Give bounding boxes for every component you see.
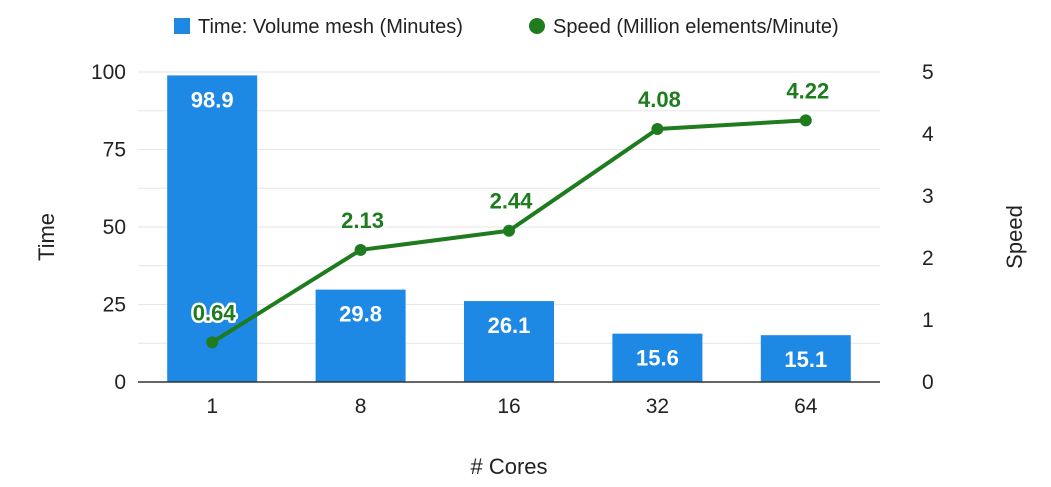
x-tick-label: 1 bbox=[206, 395, 218, 418]
speed-value-label: 2.44 bbox=[490, 189, 534, 214]
bar-value-label: 98.9 bbox=[191, 87, 234, 112]
axes: 0 25 50 75 100 0 1 2 3 4 5 1 8 16 32 64 # Cores Time Speed bbox=[34, 61, 1027, 479]
speed-value-label-halo: 0.64 bbox=[193, 300, 237, 325]
legend-swatch-line bbox=[529, 18, 545, 34]
speed-point bbox=[799, 114, 812, 127]
y-axis-title: Time bbox=[34, 213, 59, 261]
speed-point bbox=[206, 336, 219, 349]
speed-point bbox=[651, 123, 664, 136]
line-series: 0.640.642.132.132.442.444.084.08 4.224.22 bbox=[190, 76, 832, 349]
bar bbox=[464, 301, 554, 382]
x-tick-label: 32 bbox=[646, 395, 669, 418]
speed-value-label-halo: 2.44 bbox=[490, 189, 534, 214]
speed-value-label-halo: 4.08 bbox=[638, 87, 681, 112]
bar-value-label: 26.1 bbox=[488, 313, 531, 338]
x-tick-label: 64 bbox=[794, 395, 818, 418]
bar-value-label: 15.6 bbox=[636, 346, 679, 371]
bar-series: 98.9 29.8 26.1 15.6 15.1 bbox=[167, 75, 851, 382]
bar-value-label: 15.1 bbox=[784, 347, 827, 372]
y2-tick-label: 3 bbox=[922, 185, 934, 208]
legend: Time: Volume mesh (Minutes) Speed (Millio… bbox=[174, 16, 839, 38]
speed-value-label-halo: 4.22 bbox=[786, 78, 829, 103]
x-tick-label: 16 bbox=[497, 395, 520, 418]
y-tick-label: 0 bbox=[114, 371, 126, 394]
speed-value-label: 4.22 bbox=[786, 78, 829, 103]
x-tick-label: 8 bbox=[355, 395, 367, 418]
bar bbox=[760, 335, 851, 382]
gridlines bbox=[138, 71, 880, 344]
y2-tick-label: 4 bbox=[922, 123, 934, 146]
speed-value-label-halo: 2.13 bbox=[341, 208, 384, 233]
y-tick-label: 100 bbox=[91, 61, 126, 84]
bar bbox=[612, 333, 703, 382]
y2-tick-label: 5 bbox=[922, 61, 934, 84]
speed-point bbox=[354, 243, 367, 256]
speed-value-label: 4.08 bbox=[638, 87, 681, 112]
speed-value-label: 0.64 bbox=[193, 300, 237, 325]
legend-label-time: Time: Volume mesh (Minutes) bbox=[198, 16, 463, 38]
speed-value-label: 2.13 bbox=[341, 208, 384, 233]
y-tick-label: 50 bbox=[103, 216, 126, 239]
bar bbox=[167, 75, 258, 382]
legend-label-speed: Speed (Million elements/Minute) bbox=[553, 16, 839, 38]
speed-point bbox=[503, 224, 515, 237]
bar bbox=[315, 289, 406, 382]
y2-axis-title: Speed bbox=[1002, 205, 1027, 269]
y2-tick-label: 0 bbox=[922, 371, 934, 394]
y2-tick-label: 1 bbox=[922, 309, 934, 332]
legend-swatch-bar bbox=[174, 18, 190, 34]
y2-tick-label: 2 bbox=[922, 247, 934, 270]
y-tick-label: 75 bbox=[103, 139, 126, 162]
x-axis-title: # Cores bbox=[470, 454, 547, 479]
bar-value-label: 29.8 bbox=[339, 302, 382, 327]
y-tick-label: 25 bbox=[103, 294, 126, 317]
